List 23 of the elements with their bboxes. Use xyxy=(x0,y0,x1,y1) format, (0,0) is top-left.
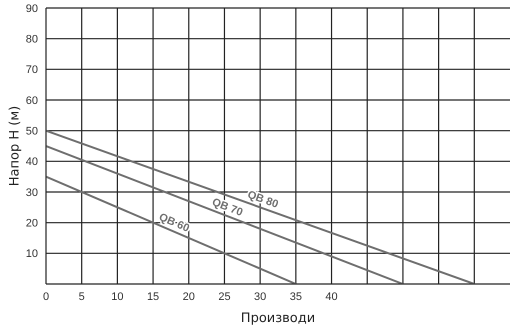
x-tick-label: 10 xyxy=(111,290,124,303)
y-tick-label: 70 xyxy=(26,64,38,76)
text: QB 60 xyxy=(157,211,192,235)
x-tick-label: 25 xyxy=(218,290,231,303)
y-tick-label: 40 xyxy=(26,156,38,168)
y-tick-label: 80 xyxy=(26,34,38,46)
x-tick-label: 35 xyxy=(290,290,302,303)
x-tick-label: 0 xyxy=(42,290,50,303)
y-tick-label: 30 xyxy=(26,186,38,199)
x-tick-label: 30 xyxy=(254,290,266,303)
x-tick-label: 5 xyxy=(78,290,85,303)
y-tick-label: 20 xyxy=(26,218,38,230)
y-tick-label: 50 xyxy=(26,126,38,138)
x-tick-label: 20 xyxy=(182,290,195,303)
x-tick-label: 40 xyxy=(325,290,338,303)
y-tick-label: 10 xyxy=(26,248,38,260)
text: QB 70 xyxy=(210,196,244,219)
y-tick-label: 60 xyxy=(26,94,38,107)
x-tick-label: 15 xyxy=(146,290,160,303)
y-tick-label: 90 xyxy=(26,2,38,15)
y-axis-title: Напор H (м) xyxy=(8,106,23,186)
x-axis-title: Производи xyxy=(240,311,316,326)
text: QB 80 xyxy=(246,188,280,211)
